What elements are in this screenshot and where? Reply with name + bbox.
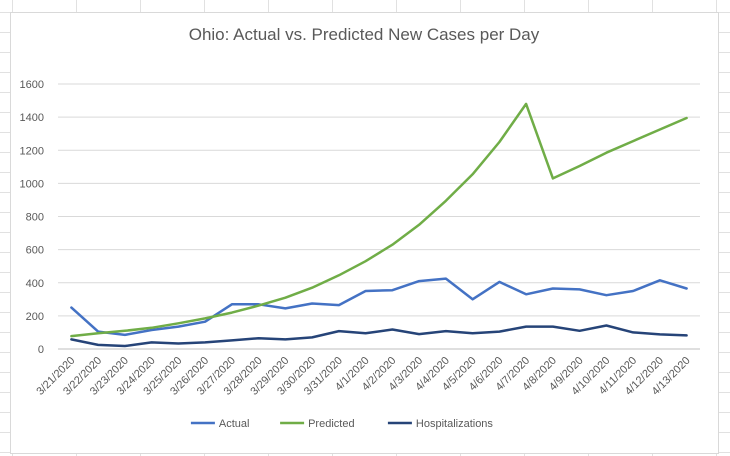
y-tick-label: 1000 bbox=[20, 178, 44, 190]
gridlines bbox=[58, 83, 700, 350]
legend-item-hospitalizations: Hospitalizations bbox=[387, 418, 494, 430]
y-tick-label: 1400 bbox=[20, 112, 44, 124]
y-tick-label: 600 bbox=[26, 245, 44, 257]
y-tick-label: 0 bbox=[38, 344, 44, 356]
legend-item-predicted: Predicted bbox=[280, 418, 355, 430]
y-tick-label: 400 bbox=[26, 278, 44, 290]
legend: Actual Predicted Hospitalizations bbox=[190, 418, 494, 430]
legend-label: Actual bbox=[219, 418, 250, 430]
series-line-predicted bbox=[70, 102, 688, 338]
y-tick-label: 200 bbox=[26, 311, 44, 323]
y-tick-label: 800 bbox=[26, 212, 44, 224]
chart-title: Ohio: Actual vs. Predicted New Cases per… bbox=[189, 25, 540, 44]
legend-item-actual: Actual bbox=[190, 418, 250, 430]
y-axis-labels: 0 200 400 600 800 1000 1200 1400 1600 bbox=[20, 79, 44, 356]
y-tick-label: 1200 bbox=[20, 145, 44, 157]
chart-area[interactable] bbox=[10, 12, 719, 454]
series-line-actual bbox=[70, 277, 688, 337]
legend-label: Hospitalizations bbox=[416, 418, 494, 430]
legend-label: Predicted bbox=[308, 418, 354, 430]
x-axis-labels: 3/21/20203/22/20203/23/20203/24/20203/25… bbox=[34, 355, 692, 398]
series-line-hospitalizations bbox=[70, 324, 688, 348]
series-lines bbox=[70, 102, 688, 348]
y-tick-label: 1600 bbox=[20, 79, 44, 91]
